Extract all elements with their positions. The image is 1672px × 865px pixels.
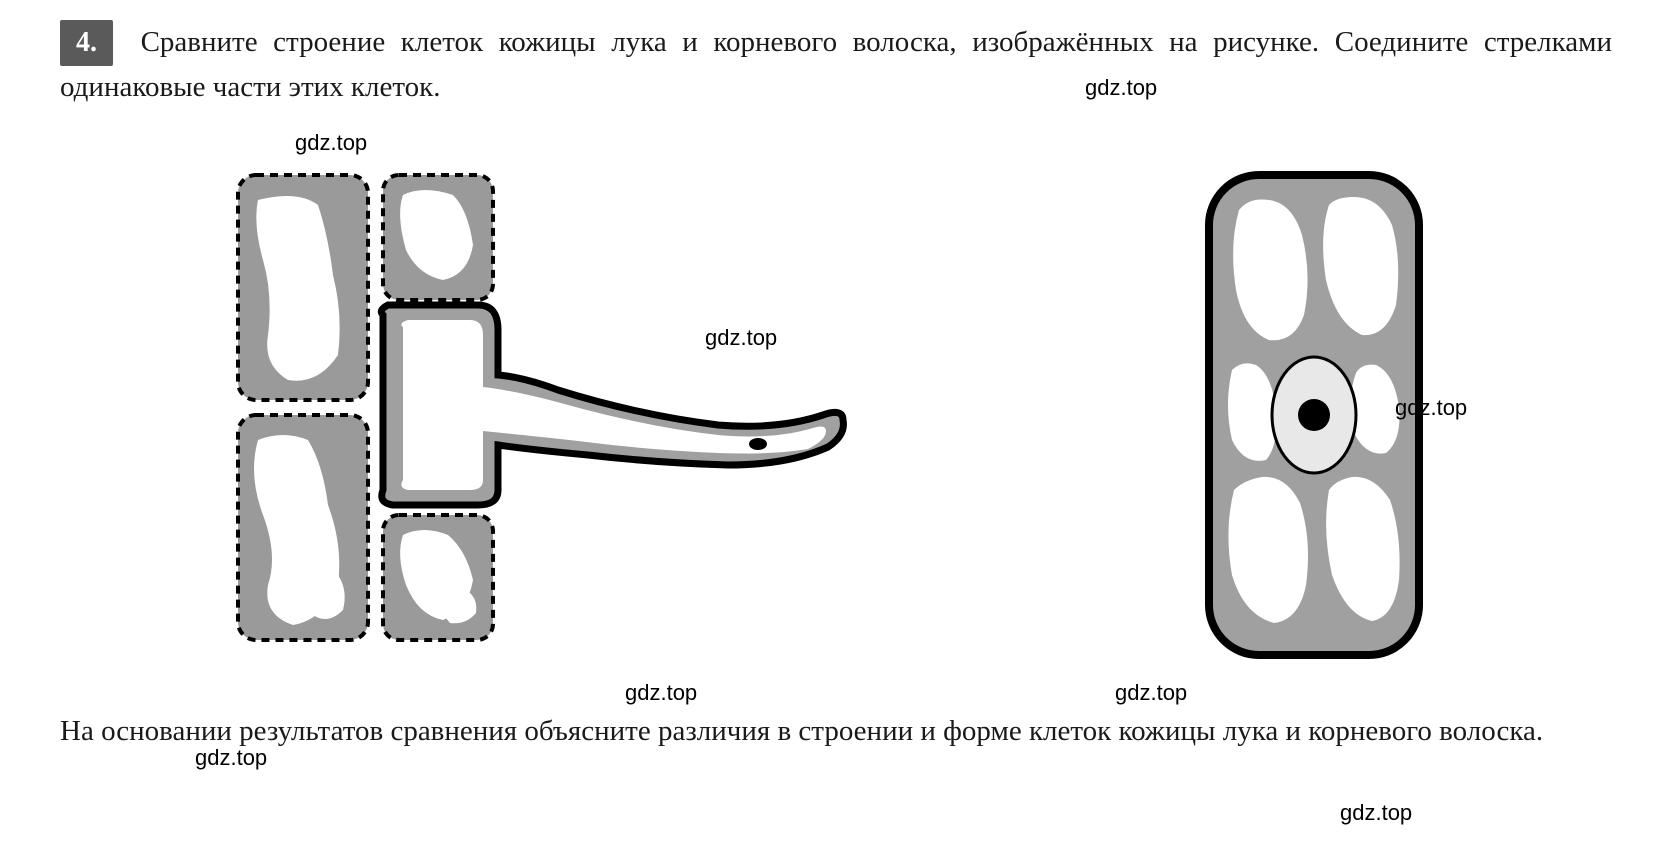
question-block: 4. Сравните строение клеток кожицы лука … [60,20,1612,110]
watermark: gdz.top [625,680,697,706]
question-number-badge: 4. [60,20,113,66]
watermark: gdz.top [705,325,777,351]
watermark: gdz.top [195,745,267,771]
root-hair-diagram [218,155,858,675]
watermark: gdz.top [1115,680,1187,706]
watermark: gdz.top [1340,800,1412,826]
watermark: gdz.top [295,130,367,156]
diagram-container [60,140,1612,690]
watermark: gdz.top [1085,75,1157,101]
watermark: gdz.top [1395,395,1467,421]
question-text-line1: 4. Сравните строение клеток кожицы лука … [60,20,1612,110]
conclusion-text: На основании результатов сравнения объяс… [60,710,1612,754]
question-text-content: Сравните строение клеток кожицы лука и к… [60,26,1612,103]
